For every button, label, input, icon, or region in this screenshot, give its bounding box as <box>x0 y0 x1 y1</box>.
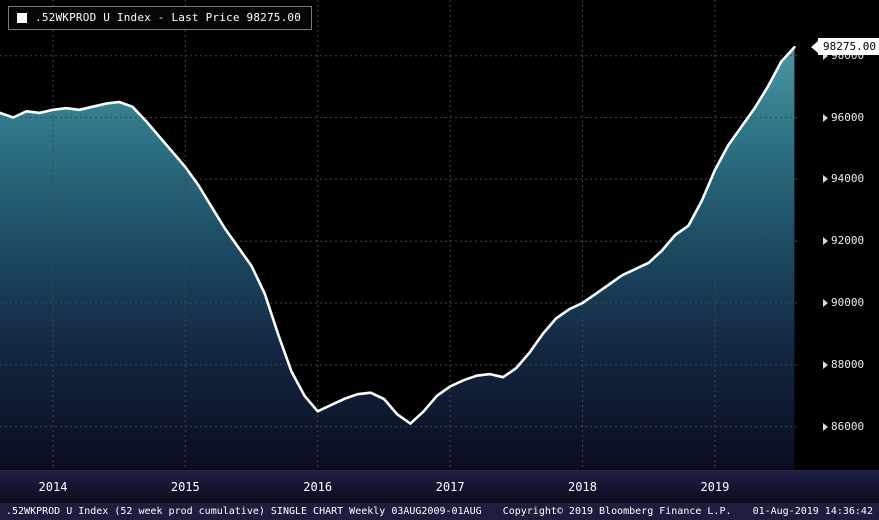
x-tick-label: 2015 <box>170 480 200 494</box>
tick-arrow-icon <box>823 360 828 369</box>
copyright-text: Copyright© 2019 Bloomberg Finance L.P. <box>502 506 732 517</box>
y-tick-label: 90000 <box>823 296 864 310</box>
chart-description: .52WKPROD U Index (52 week prod cumulati… <box>6 506 482 517</box>
y-tick-value: 92000 <box>831 234 865 248</box>
legend[interactable]: .52WKPROD U Index - Last Price 98275.00 <box>8 6 313 30</box>
tick-arrow-icon <box>823 113 828 122</box>
y-tick-label: 96000 <box>823 111 864 125</box>
x-tick-label: 2019 <box>700 480 730 494</box>
x-axis: 2014 2015 2016 2017 2018 2019 <box>0 470 879 503</box>
y-tick-label: 92000 <box>823 234 864 248</box>
series-swatch-icon <box>17 12 27 23</box>
tick-arrow-icon <box>823 299 828 308</box>
y-tick-value: 88000 <box>831 357 865 371</box>
x-tick-label: 2014 <box>38 480 68 494</box>
y-tick-value: 94000 <box>831 172 865 186</box>
last-price-value: 98275.00 <box>823 40 876 54</box>
timestamp: 01-Aug-2019 14:36:42 <box>752 506 873 517</box>
x-tick-label: 2017 <box>435 480 465 494</box>
price-chart[interactable] <box>0 0 797 470</box>
legend-label: .52WKPROD U Index - Last Price 98275.00 <box>35 11 302 24</box>
grid-lines <box>0 0 797 470</box>
status-bar: .52WKPROD U Index (52 week prod cumulati… <box>0 503 879 520</box>
tick-arrow-icon <box>823 51 828 60</box>
area-fill <box>0 47 795 470</box>
y-axis: 98000 96000 94000 92000 90000 88000 86000 <box>799 0 879 470</box>
tick-arrow-icon <box>823 175 828 184</box>
y-tick-label: 86000 <box>823 420 864 434</box>
price-line <box>0 45 796 425</box>
y-tick-value: 90000 <box>831 296 865 310</box>
x-tick-label: 2016 <box>303 480 333 494</box>
y-tick-value: 86000 <box>831 419 865 433</box>
tick-arrow-icon <box>823 422 828 431</box>
y-tick-label: 94000 <box>823 172 864 186</box>
x-tick-label: 2018 <box>568 480 597 494</box>
tick-arrow-icon <box>823 237 828 246</box>
last-price-label: 98275.00 <box>818 38 879 56</box>
y-tick-label: 88000 <box>823 358 864 372</box>
y-tick-value: 96000 <box>831 110 865 124</box>
